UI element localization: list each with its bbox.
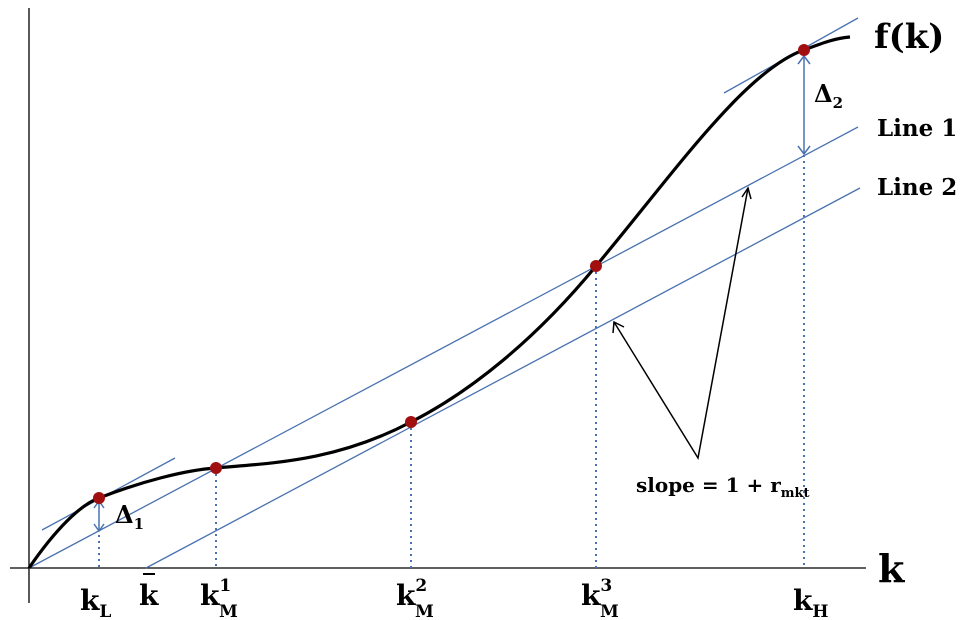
point-kM3 [590, 260, 602, 272]
point-kM2 [405, 416, 417, 428]
kbar-letter: k [139, 579, 159, 612]
delta1-label: Δ1 [115, 500, 144, 533]
f-curve [27, 35, 851, 569]
tick-kbar: k [139, 573, 159, 612]
guide-lines [98, 155, 805, 568]
delta1-arrow [93, 499, 105, 533]
line2-label: Line 2 [877, 174, 957, 201]
slope-label: slope = 1 + rmkt [636, 473, 810, 501]
line-1 [28, 126, 859, 569]
line1-label: Line 1 [877, 115, 957, 142]
tick-kM2: k2 M [396, 576, 434, 620]
delta2-label: Δ2 [814, 79, 843, 112]
point-kM1 [210, 462, 222, 474]
slope-arrowhead-line2 [612, 320, 625, 334]
curve-label: f(k) [874, 17, 944, 57]
tick-kM1: k1 M [200, 576, 238, 620]
tick-kL: kL [80, 584, 111, 620]
point-kL [93, 492, 105, 504]
line-2 [145, 187, 861, 569]
tick-kM3: k3 M [581, 576, 619, 620]
x-axis-label: k [878, 546, 905, 591]
point-kH [798, 44, 810, 56]
points [93, 44, 810, 504]
tick-kH: kH [793, 584, 828, 620]
delta2-arrow [797, 54, 811, 156]
slope-arrowhead-line1 [741, 186, 752, 200]
slope-arrow-path [613, 187, 749, 461]
slope-arrows [612, 186, 752, 461]
